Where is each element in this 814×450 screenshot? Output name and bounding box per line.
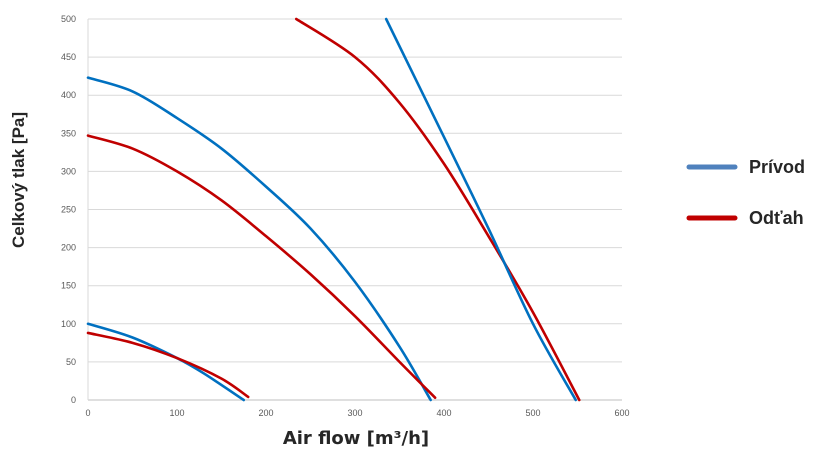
x-tick-label-200: 200 [258,408,273,418]
y-tick-label-300: 300 [61,166,76,176]
legend-label-privod: Prívod [749,157,805,177]
x-tick-label-0: 0 [85,408,90,418]
y-tick-label-400: 400 [61,90,76,100]
series-line-5 [294,17,581,402]
legend: Prívod Odťah [686,157,805,228]
x-tick-label-600: 600 [614,408,629,418]
x-tick-label-300: 300 [347,408,362,418]
series-line-4 [86,134,437,400]
y-tick-label-50: 50 [66,357,76,367]
x-tick-label-100: 100 [169,408,184,418]
series-line-6 [384,17,578,402]
y-tick-label-200: 200 [61,243,76,253]
y-tick-label-500: 500 [61,14,76,24]
gridlines [87,18,622,401]
series-line-2 [86,331,250,399]
series-layer [86,17,581,402]
x-tick-label-500: 500 [525,408,540,418]
y-tick-label-150: 150 [61,281,76,291]
y-axis-title: Celkový tlak [Pa] [9,112,28,248]
y-tick-label-0: 0 [71,395,76,405]
y-tick-label-350: 350 [61,128,76,138]
series-line-3 [86,76,432,402]
x-tick-label-400: 400 [436,408,451,418]
legend-label-odtah: Odťah [749,208,804,228]
y-tick-label-450: 450 [61,52,76,62]
x-tick-labels: 0 100 200 300 400 500 600 [85,408,629,418]
y-tick-label-100: 100 [61,319,76,329]
x-axis-title: Air flow [m³/h] [283,428,429,449]
y-tick-labels: 0 50 100 150 200 250 300 350 400 450 500 [61,14,76,405]
y-tick-label-250: 250 [61,205,76,215]
